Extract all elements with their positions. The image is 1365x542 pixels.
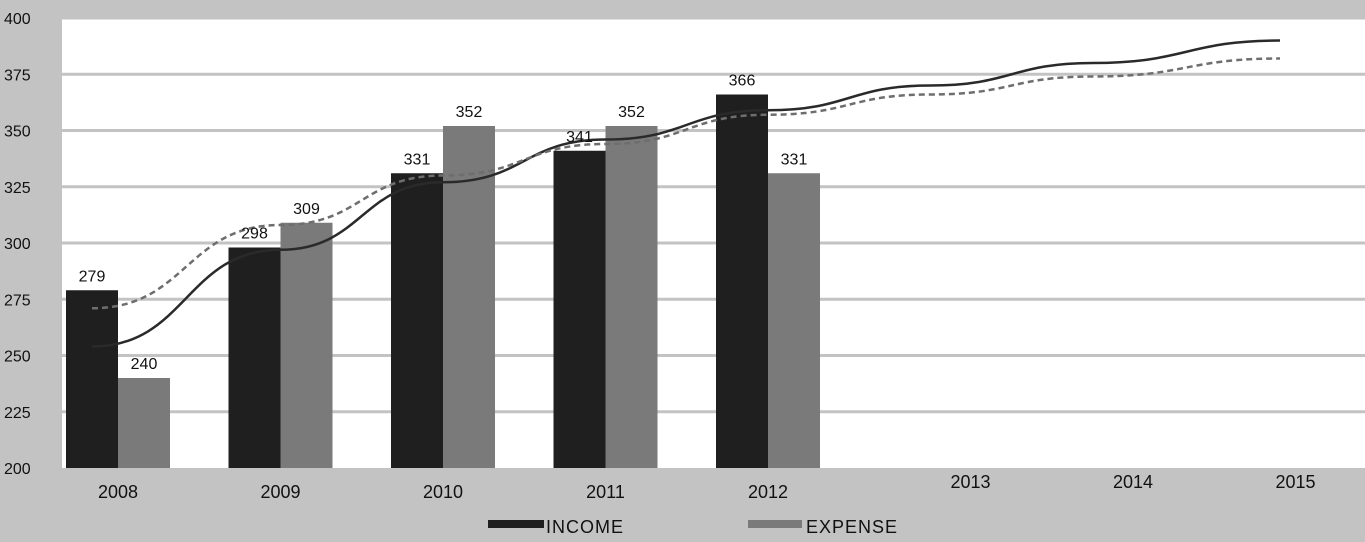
x-tick-label: 2011: [586, 482, 625, 502]
x-tick-label: 2014: [1113, 472, 1153, 492]
legend-label-expense: EXPENSE: [806, 517, 898, 537]
x-tick-label: 2012: [748, 482, 788, 502]
data-label: 352: [618, 104, 645, 121]
data-label: 309: [293, 201, 320, 218]
data-label: 331: [781, 151, 808, 168]
data-label: 298: [241, 226, 268, 243]
data-label: 352: [456, 104, 483, 121]
bar-expense-2012: [768, 173, 820, 468]
trendline-expense: [91, 57, 1281, 310]
trendline-income: [91, 39, 1281, 348]
bar-expense-2009: [280, 222, 333, 468]
bar-income-2010: [391, 173, 443, 468]
data-label: 279: [79, 268, 106, 285]
y-tick-label: 325: [4, 180, 31, 197]
x-tick-label: 2010: [423, 482, 463, 502]
trendlines: [91, 39, 1281, 348]
bar-income-2012: [716, 94, 768, 468]
data-label: 366: [729, 73, 756, 90]
x-axis: 2008 2009 2010 2011 2012 2013 2014 2015: [98, 472, 1316, 502]
x-tick-label: 2009: [260, 482, 300, 502]
y-tick-label: 250: [4, 349, 31, 366]
bar-expense-2008: [118, 378, 170, 468]
y-tick-label: 275: [4, 292, 31, 309]
legend: INCOME EXPENSE: [488, 517, 898, 537]
x-tick-label: 2008: [98, 482, 138, 502]
y-tick-label: 350: [4, 124, 31, 141]
bar-expense-2011: [605, 126, 658, 468]
data-labels: 279 298 331 341 366 240 309 352 352 331: [79, 73, 808, 374]
y-tick-label: 400: [4, 11, 31, 28]
legend-label-income: INCOME: [546, 517, 624, 537]
data-label: 331: [404, 151, 431, 168]
bar-income-2009: [228, 247, 281, 468]
y-tick-label: 300: [4, 236, 31, 253]
y-tick-label: 375: [4, 67, 31, 84]
legend-swatch-expense: [748, 520, 802, 528]
y-axis: 200 225 250 275 300 325 350 375 400: [4, 11, 31, 478]
x-tick-label: 2013: [950, 472, 990, 492]
data-label: 240: [131, 356, 158, 373]
y-tick-label: 200: [4, 461, 31, 478]
bar-income-2011: [553, 150, 606, 468]
bars: [66, 94, 820, 468]
data-label: 341: [566, 129, 593, 146]
y-tick-label: 225: [4, 405, 31, 422]
bar-income-2008: [66, 290, 118, 468]
legend-swatch-income: [488, 520, 544, 528]
x-tick-label: 2015: [1275, 472, 1315, 492]
